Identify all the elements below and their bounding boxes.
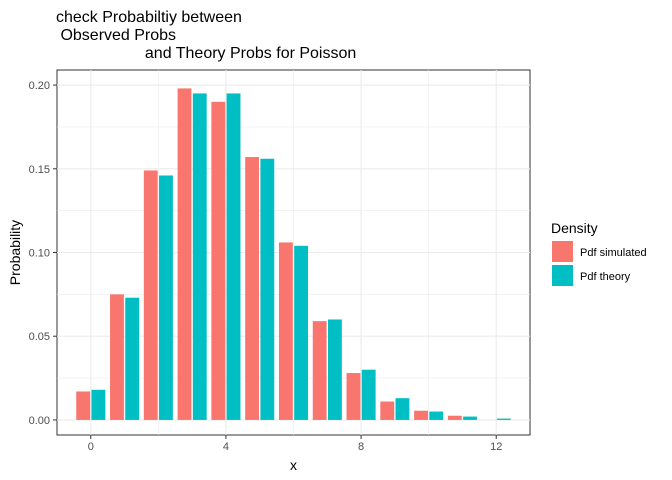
bar-pdf-theory — [463, 416, 477, 420]
x-axis: 0 4 8 12 — [88, 435, 502, 453]
x-axis-title: x — [290, 457, 297, 473]
bars — [76, 88, 511, 420]
bar-pdf-theory — [91, 389, 106, 420]
bar-pdf-simulated — [245, 157, 260, 420]
x-tick-label: 0 — [88, 441, 94, 453]
bar-pdf-theory — [260, 158, 275, 420]
bar-pdf-simulated — [380, 401, 395, 420]
chart-title-line: Observed Probs — [56, 27, 176, 44]
bar-pdf-simulated — [143, 170, 158, 420]
bar-pdf-theory — [395, 398, 410, 420]
bar-pdf-theory — [429, 411, 444, 420]
chart-title-line: check Probabiltiy between — [56, 9, 242, 26]
bar-pdf-simulated — [312, 321, 327, 420]
bar-pdf-theory — [361, 369, 376, 420]
chart-title: check Probabiltiy between Observed Probs… — [56, 9, 356, 62]
bar-pdf-simulated — [447, 415, 462, 420]
bar-pdf-simulated — [414, 410, 428, 420]
y-axis-title: Probability — [7, 220, 23, 285]
bar-pdf-simulated — [110, 294, 124, 420]
bar-pdf-simulated — [211, 101, 226, 420]
chart-title-line: and Theory Probs for Poisson — [56, 45, 356, 62]
bar-pdf-theory — [125, 297, 140, 420]
bar-pdf-theory — [192, 93, 207, 420]
legend-label: Pdf simulated — [580, 247, 647, 259]
legend-label: Pdf theory — [580, 271, 631, 283]
y-tick-label: 0.20 — [29, 80, 50, 92]
x-tick-label: 4 — [223, 441, 229, 453]
y-tick-label: 0.15 — [29, 164, 50, 176]
bar-pdf-theory — [159, 175, 173, 420]
legend: Density Pdf simulated Pdf theory — [551, 220, 647, 286]
bar-pdf-theory — [496, 418, 511, 420]
bar-pdf-theory — [226, 93, 241, 420]
bar-pdf-simulated — [346, 373, 361, 420]
bar-pdf-simulated — [177, 88, 192, 420]
bar-pdf-simulated — [76, 391, 91, 420]
y-axis: 0.00 0.05 0.10 0.15 0.20 — [29, 80, 57, 427]
legend-title: Density — [551, 220, 598, 236]
x-tick-label: 12 — [490, 441, 502, 453]
bar-pdf-simulated — [278, 242, 293, 420]
bar-pdf-theory — [327, 319, 342, 420]
legend-swatch — [552, 265, 573, 286]
y-tick-label: 0.05 — [29, 331, 50, 343]
y-tick-label: 0.10 — [29, 248, 50, 260]
legend-swatch — [552, 241, 573, 262]
y-tick-label: 0.00 — [29, 415, 50, 427]
x-tick-label: 8 — [358, 441, 364, 453]
bar-pdf-theory — [294, 245, 309, 420]
